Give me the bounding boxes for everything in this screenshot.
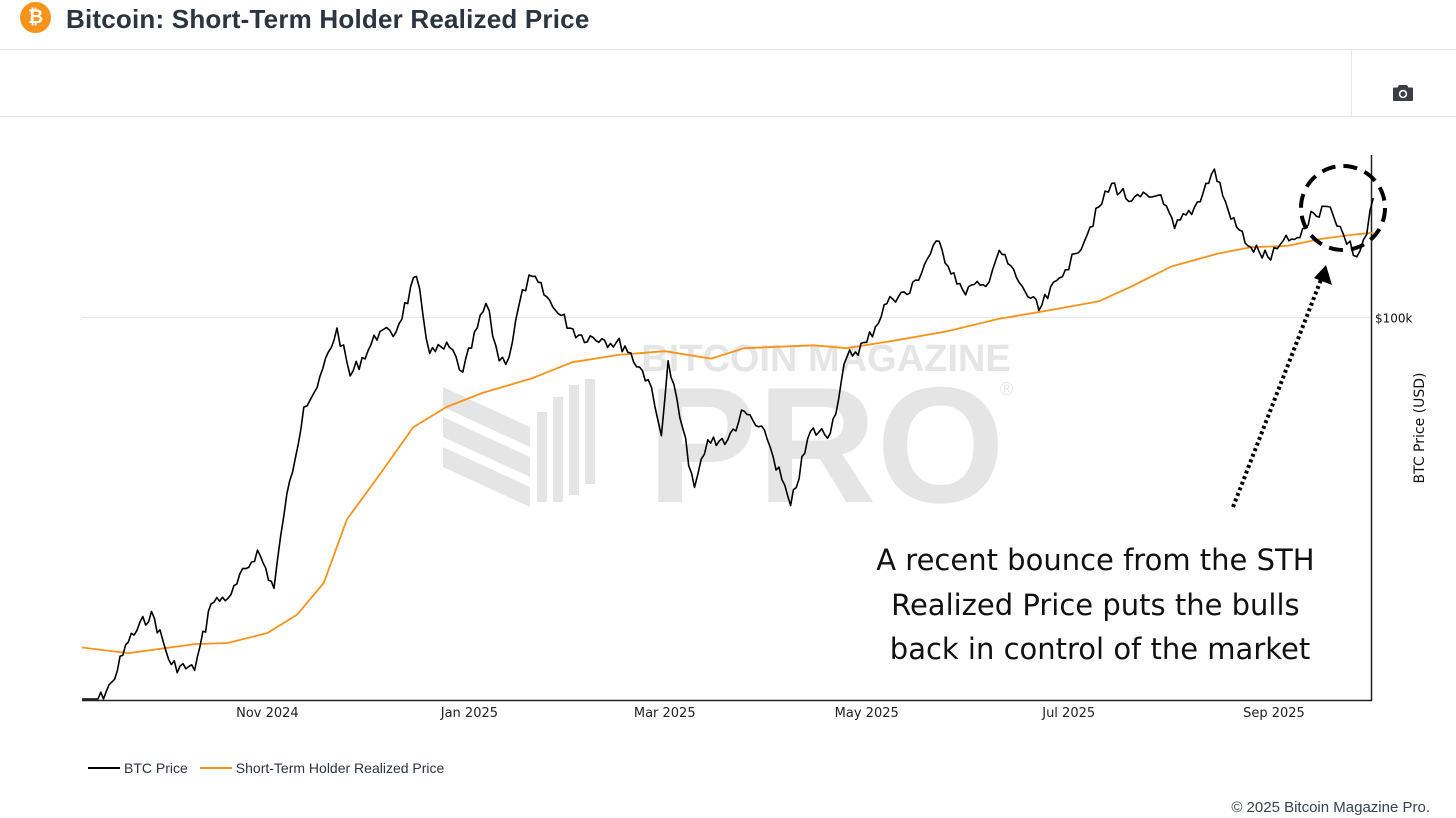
x-tick-label-1: Jan 2025 [440, 706, 498, 721]
watermark-top-text: BITCOIN MAGAZINE [641, 338, 1010, 380]
series-line-sth-realized-price [81, 231, 1374, 655]
y-axis-ticks: $100k [1375, 311, 1413, 325]
series-lines [81, 168, 1375, 700]
x-tick-label-2: Mar 2025 [634, 706, 696, 721]
legend-label-btc: BTC Price [124, 760, 188, 776]
annotation-arrowhead [1314, 265, 1332, 285]
watermark: BITCOIN MAGAZINE PRO ® [443, 338, 1013, 537]
y-axis-label: BTC Price (USD) [1412, 372, 1428, 483]
series-line-btc-price [82, 168, 1375, 700]
chart-header: ₿ Bitcoin: Short-Term Holder Realized Pr… [0, 0, 1456, 50]
x-tick-label-4: Jul 2025 [1041, 706, 1095, 721]
annotation-arrow [1231, 276, 1324, 508]
chart-toolbar [0, 50, 1456, 117]
page-title: Bitcoin: Short-Term Holder Realized Pric… [66, 4, 590, 34]
annotation-text: A recent bounce from the STH Realized Pr… [876, 543, 1324, 666]
legend-item-sth-realized-price[interactable]: Short-Term Holder Realized Price [199, 760, 445, 776]
annotation-line-1: A recent bounce from the STH [876, 543, 1314, 577]
watermark-logo-icon [443, 379, 595, 507]
legend-item-btc-price[interactable]: BTC Price [88, 760, 188, 776]
x-tick-label-0: Nov 2024 [236, 706, 299, 721]
chart-legend: BTC Price Short-Term Holder Realized Pri… [88, 760, 456, 776]
x-axis-ticks: Nov 2024 Jan 2025 Mar 2025 May 2025 Jul 2025… [236, 706, 1305, 721]
legend-swatch-btc [88, 767, 120, 769]
y-tick-label-0: $100k [1375, 311, 1413, 325]
annotation-circle [1299, 164, 1387, 252]
camera-icon [1393, 85, 1413, 101]
screenshot-button[interactable] [1390, 80, 1416, 106]
watermark-main-text: PRO [647, 353, 1005, 537]
legend-swatch-sth [199, 767, 232, 769]
axes [82, 155, 1373, 702]
bitcoin-logo-icon: ₿ [20, 2, 51, 33]
legend-label-sth: Short-Term Holder Realized Price [235, 760, 445, 776]
annotation-line-2: Realized Price puts the bulls [891, 588, 1300, 622]
x-tick-label-5: Sep 2025 [1243, 706, 1305, 721]
copyright-text: © 2025 Bitcoin Magazine Pro. [1231, 799, 1430, 816]
x-tick-label-3: May 2025 [835, 706, 899, 721]
toolbar-divider [1351, 50, 1352, 116]
annotation-line-3: back in control of the market [890, 632, 1310, 666]
annotation: A recent bounce from the STH Realized Pr… [876, 164, 1387, 666]
chart-area: BITCOIN MAGAZINE PRO ® Nov 2024 Jan 2025 M… [81, 155, 1428, 721]
watermark-registered-mark: ® [1000, 379, 1013, 399]
